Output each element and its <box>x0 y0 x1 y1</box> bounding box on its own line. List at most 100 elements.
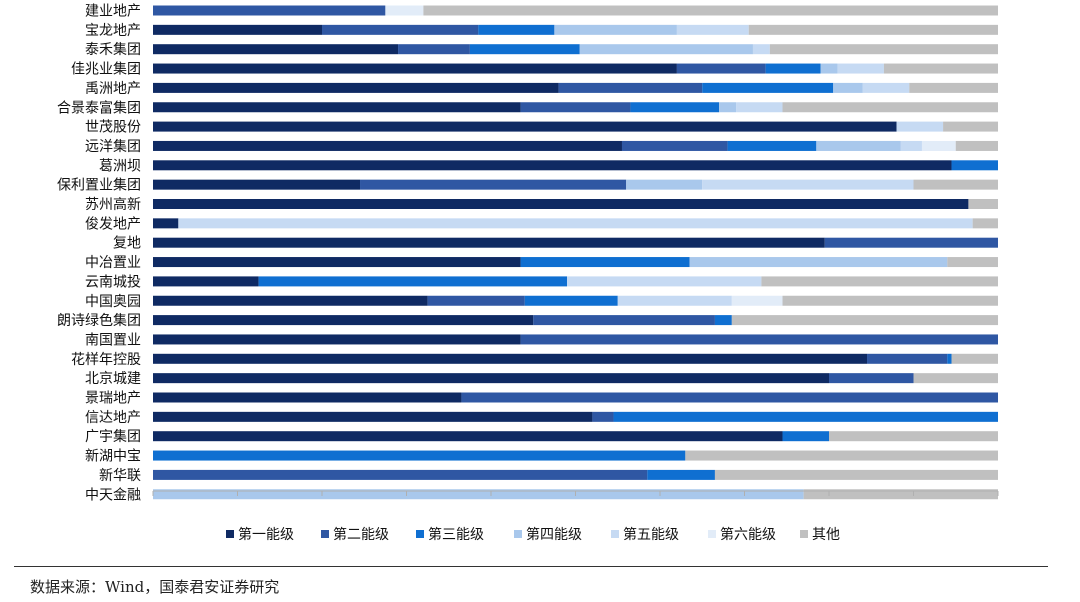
category-label: 佳兆业集团 <box>71 61 141 78</box>
bar-segment-series-5 <box>752 44 770 55</box>
bar-segment-series-2 <box>360 179 627 190</box>
bar-segment-series-1 <box>153 431 783 442</box>
bar-segment-series-2 <box>322 24 479 35</box>
bar-segment-series-5 <box>676 24 749 35</box>
category-label: 朗诗绿色集团 <box>57 312 141 329</box>
category-label: 苏州高新 <box>85 196 141 213</box>
bar-segment-series-7 <box>782 295 998 306</box>
bar-segment-series-2 <box>533 315 715 326</box>
bar-segment-series-7 <box>769 44 998 55</box>
bar-segment-series-7 <box>423 5 998 16</box>
bar-segment-series-6 <box>385 5 424 16</box>
bar-segment-series-3 <box>947 353 952 364</box>
bar-segment-series-4 <box>554 24 677 35</box>
bar-segment-series-1 <box>153 392 462 403</box>
category-label: 中冶置业 <box>85 255 141 271</box>
bar-segment-series-3 <box>782 431 829 442</box>
legend-label: 第六能级 <box>720 526 776 543</box>
bar-segment-series-7 <box>761 276 998 287</box>
bar-segment-series-2 <box>427 295 525 306</box>
bar-segment-series-3 <box>469 44 580 55</box>
category-label: 南国置业 <box>85 332 141 348</box>
bar-segment-series-2 <box>621 140 728 151</box>
bar-segment-series-2 <box>520 334 998 345</box>
bar-segment-series-4 <box>833 82 863 93</box>
bar-segment-series-4 <box>153 489 804 500</box>
bar-segment-series-1 <box>153 334 521 345</box>
category-label: 宝龙地产 <box>85 23 141 39</box>
category-label: 中国奥园 <box>85 293 141 310</box>
bar-segment-series-7 <box>829 431 998 442</box>
stacked-bar-chart: 建业地产宝龙地产泰禾集团佳兆业集团禹洲地产合景泰富集团世茂股份远洋集团葛洲坝保利… <box>57 4 999 543</box>
bar-segment-series-1 <box>153 179 361 190</box>
bar-segment-series-1 <box>153 44 399 55</box>
category-label: 保利置业集团 <box>57 177 141 194</box>
source-divider <box>14 566 1048 567</box>
bar-segment-series-7 <box>909 82 998 93</box>
category-label: 广宇集团 <box>85 428 141 445</box>
bar-segment-series-5 <box>837 63 884 74</box>
bar-segment-series-1 <box>153 24 322 35</box>
bar-segment-series-3 <box>647 469 715 480</box>
bar-segment-series-3 <box>478 24 555 35</box>
bar-segment-series-7 <box>731 315 999 326</box>
bar-segment-series-5 <box>900 140 922 151</box>
category-label: 信达地产 <box>85 410 141 426</box>
bar-segment-series-3 <box>613 411 999 422</box>
bar-segment-series-1 <box>153 373 829 384</box>
bar-segment-series-2 <box>829 373 914 384</box>
category-label: 泰禾集团 <box>85 41 141 58</box>
category-label: 景瑞地产 <box>85 391 141 407</box>
bar-segment-series-5 <box>702 179 914 190</box>
category-label: 新华联 <box>99 468 141 484</box>
bar-segment-series-7 <box>685 450 998 461</box>
bar-segment-series-7 <box>782 102 998 113</box>
bar-segment-series-7 <box>714 469 998 480</box>
bar-segment-series-4 <box>626 179 703 190</box>
bar-segment-series-4 <box>579 44 753 55</box>
bar-segment-series-4 <box>689 257 948 268</box>
bar-segment-series-4 <box>816 140 901 151</box>
bar-segment-series-5 <box>862 82 910 93</box>
category-labels: 建业地产宝龙地产泰禾集团佳兆业集团禹洲地产合景泰富集团世茂股份远洋集团葛洲坝保利… <box>57 4 141 504</box>
legend-swatch <box>321 530 329 538</box>
bar-segment-series-3 <box>630 102 720 113</box>
bar-segment-series-2 <box>520 102 631 113</box>
bar-segment-series-2 <box>824 237 998 248</box>
bar-segment-series-6 <box>921 140 956 151</box>
bar-segment-series-1 <box>153 140 622 151</box>
bar-segment-series-3 <box>951 160 998 171</box>
legend-swatch <box>708 530 716 538</box>
bar-segment-series-5 <box>178 218 973 229</box>
bar-segment-series-2 <box>558 82 703 93</box>
bar-segment-series-7 <box>913 179 998 190</box>
bars-group <box>153 5 999 500</box>
legend-label: 第四能级 <box>526 526 582 543</box>
bar-segment-series-6 <box>731 295 783 306</box>
bar-segment-series-2 <box>676 63 766 74</box>
bar-segment-series-2 <box>153 469 648 480</box>
bar-segment-series-1 <box>153 237 825 248</box>
bar-segment-series-7 <box>972 218 998 229</box>
legend-swatch <box>611 530 619 538</box>
bar-segment-series-1 <box>153 160 952 171</box>
category-label: 新湖中宝 <box>85 449 141 465</box>
bar-segment-series-1 <box>153 82 559 93</box>
legend-swatch <box>226 530 234 538</box>
bar-segment-series-2 <box>153 5 386 16</box>
bar-segment-series-7 <box>748 24 998 35</box>
category-label: 禹洲地产 <box>85 81 141 97</box>
bar-segment-series-1 <box>153 315 534 326</box>
source-note: 数据来源：Wind，国泰君安证券研究 <box>30 578 280 596</box>
bar-segment-series-1 <box>153 295 428 306</box>
bar-segment-series-3 <box>714 315 732 326</box>
bar-segment-series-1 <box>153 199 969 209</box>
bar-segment-series-2 <box>592 411 614 422</box>
bar-segment-series-5 <box>567 276 762 287</box>
bar-segment-series-3 <box>258 276 568 287</box>
category-label: 合景泰富集团 <box>57 99 141 116</box>
category-label: 远洋集团 <box>85 138 141 155</box>
legend-swatch <box>514 530 522 538</box>
category-label: 复地 <box>113 235 141 252</box>
legend-swatch <box>416 530 424 538</box>
